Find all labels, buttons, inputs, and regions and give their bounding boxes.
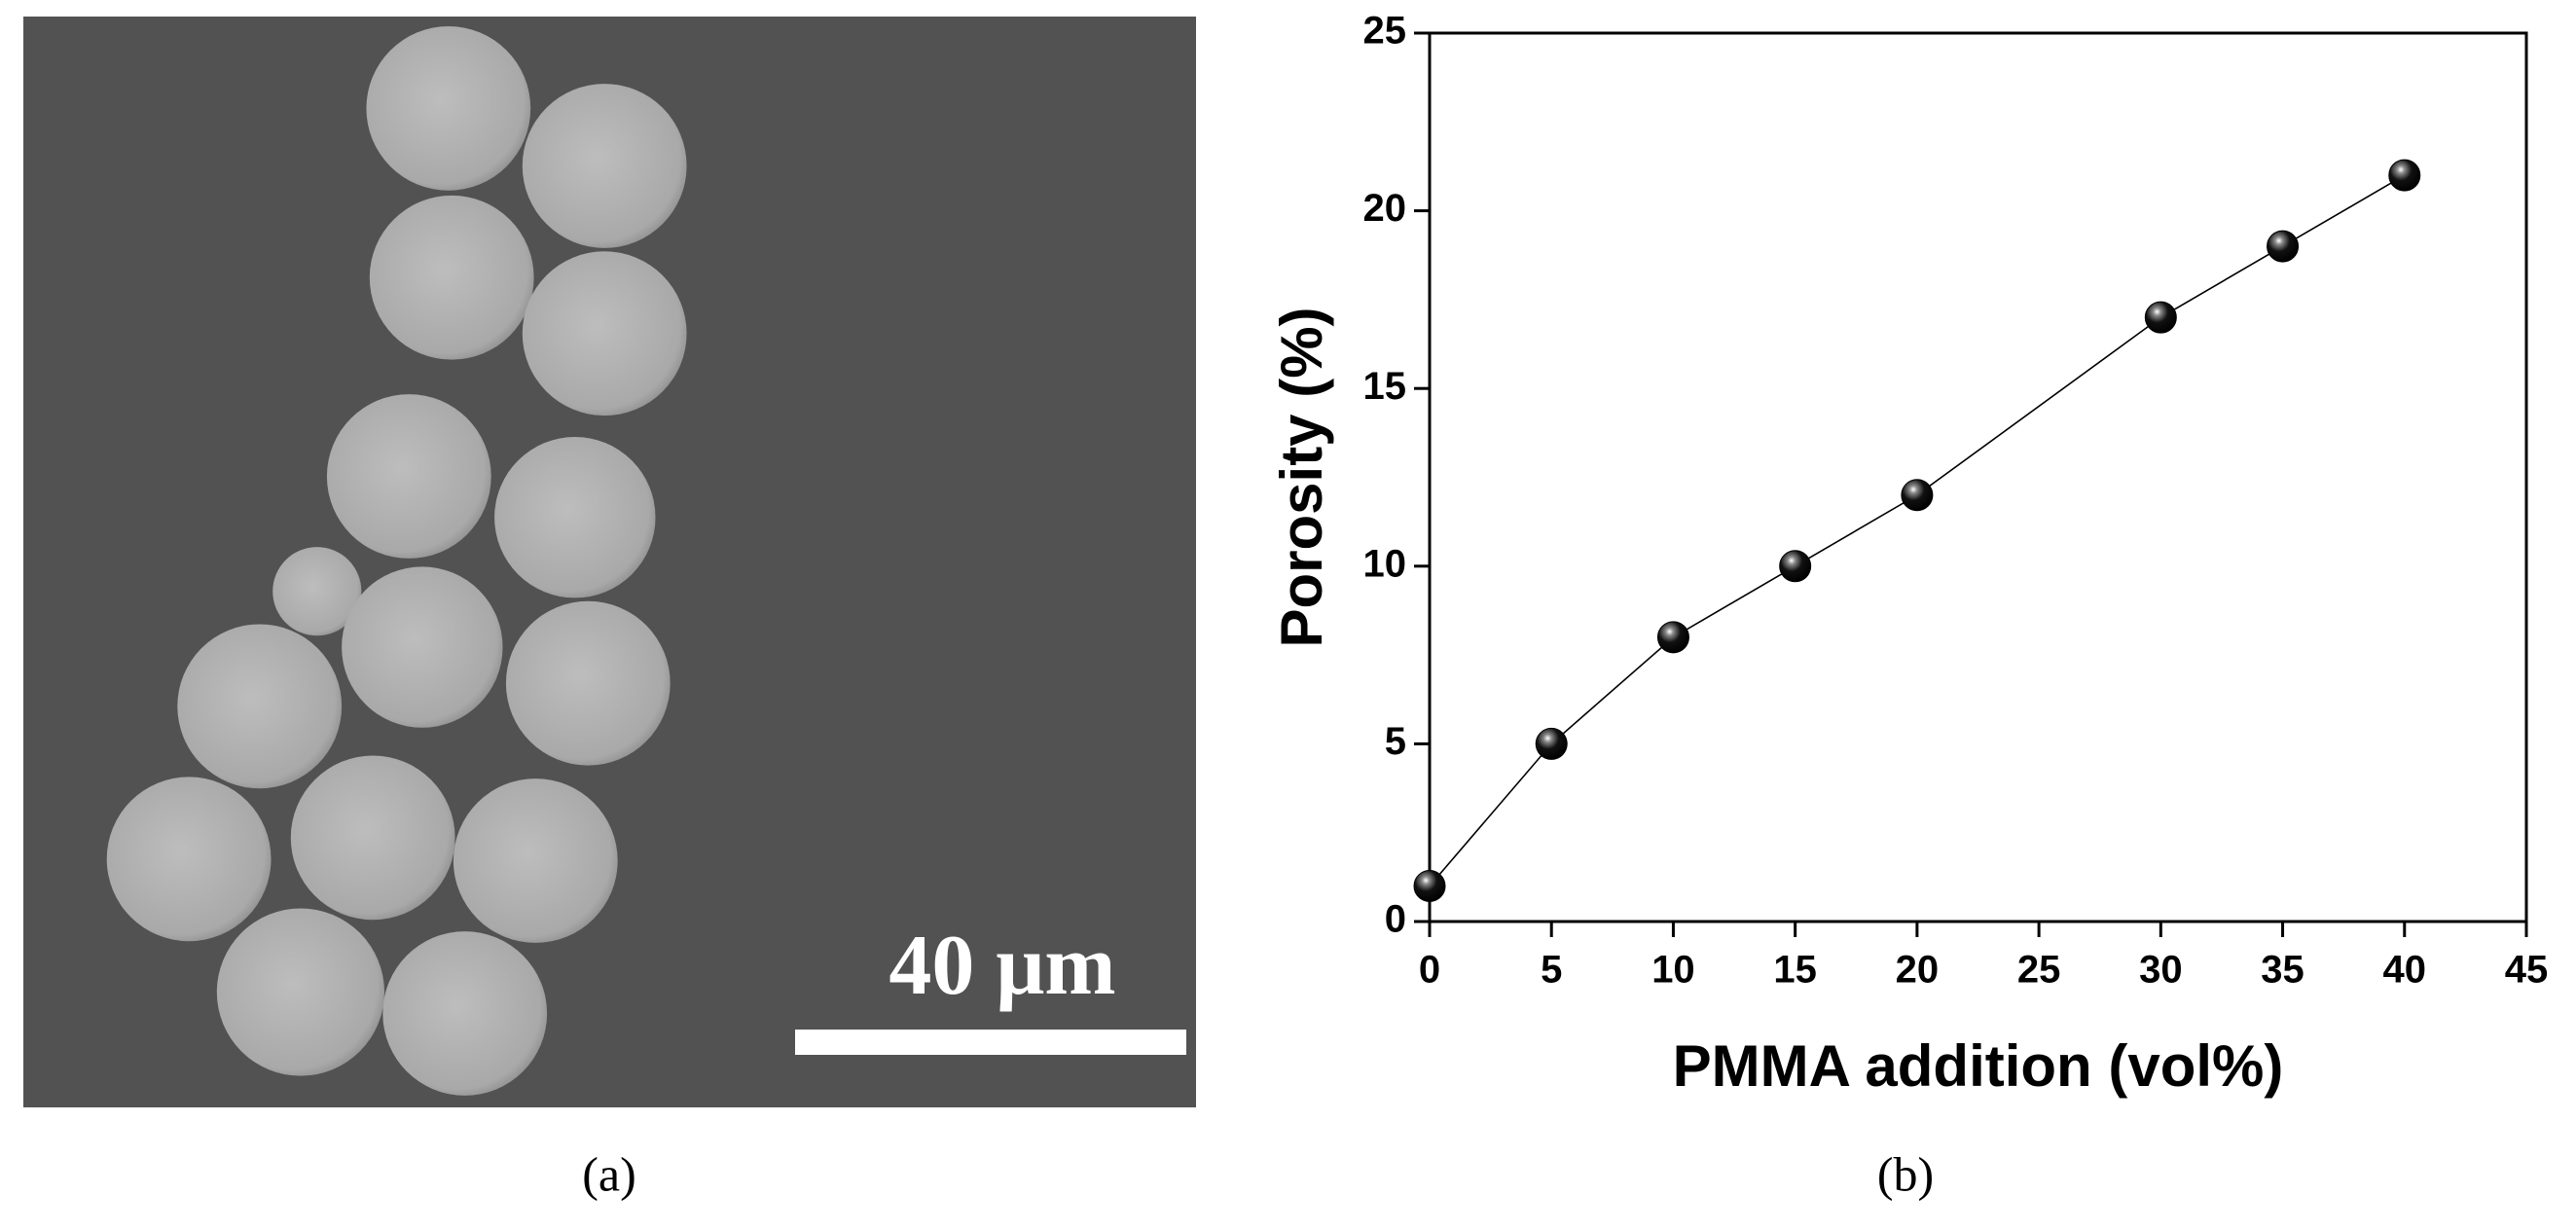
sphere xyxy=(326,394,491,559)
data-point xyxy=(2144,301,2177,334)
scale-bar xyxy=(795,1030,1186,1055)
caption: (a) xyxy=(582,1146,636,1201)
x-tick-label: 35 xyxy=(2261,949,2304,992)
data-point xyxy=(1656,621,1689,654)
scale-bar-label: 40 μm xyxy=(889,919,1115,1013)
x-tick-label: 10 xyxy=(1651,949,1695,992)
sphere xyxy=(453,778,618,943)
data-line xyxy=(1429,174,2406,887)
y-tick-label: 10 xyxy=(1363,542,1407,585)
x-tick-label: 15 xyxy=(1773,949,1817,992)
sphere xyxy=(290,755,455,921)
y-axis-title: Porosity (%) xyxy=(1269,307,1334,647)
x-tick-label: 20 xyxy=(1896,949,1940,992)
data-point xyxy=(1779,550,1812,583)
data-point xyxy=(1535,727,1568,760)
data-point xyxy=(1413,869,1446,902)
sphere xyxy=(272,547,362,636)
sphere xyxy=(494,437,656,598)
x-tick-label: 0 xyxy=(1419,949,1440,992)
sphere xyxy=(366,26,531,191)
x-tick-label: 25 xyxy=(2017,949,2061,992)
data-point xyxy=(2267,230,2300,263)
x-tick-label: 40 xyxy=(2383,949,2427,992)
sem-image xyxy=(23,17,1196,1107)
y-tick-label: 20 xyxy=(1363,187,1407,230)
plot-frame xyxy=(1428,31,2528,923)
x-tick-label: 30 xyxy=(2139,949,2183,992)
x-axis-title: PMMA addition (vol%) xyxy=(1673,1033,2284,1099)
data-point xyxy=(1901,479,1934,512)
sphere xyxy=(522,251,687,416)
sphere xyxy=(382,931,548,1096)
y-tick-label: 15 xyxy=(1363,365,1407,408)
sphere xyxy=(216,908,384,1076)
y-tick-label: 5 xyxy=(1385,720,1406,763)
y-tick-label: 25 xyxy=(1363,10,1407,53)
sphere xyxy=(522,84,687,248)
data-point xyxy=(2388,159,2421,192)
sphere xyxy=(505,600,671,766)
sphere xyxy=(106,777,272,942)
sphere xyxy=(177,624,343,789)
x-tick-label: 45 xyxy=(2505,949,2549,992)
sphere xyxy=(369,195,534,360)
x-tick-label: 5 xyxy=(1541,949,1562,992)
y-tick-label: 0 xyxy=(1385,898,1406,941)
caption: (b) xyxy=(1877,1146,1934,1201)
sphere xyxy=(342,566,503,728)
